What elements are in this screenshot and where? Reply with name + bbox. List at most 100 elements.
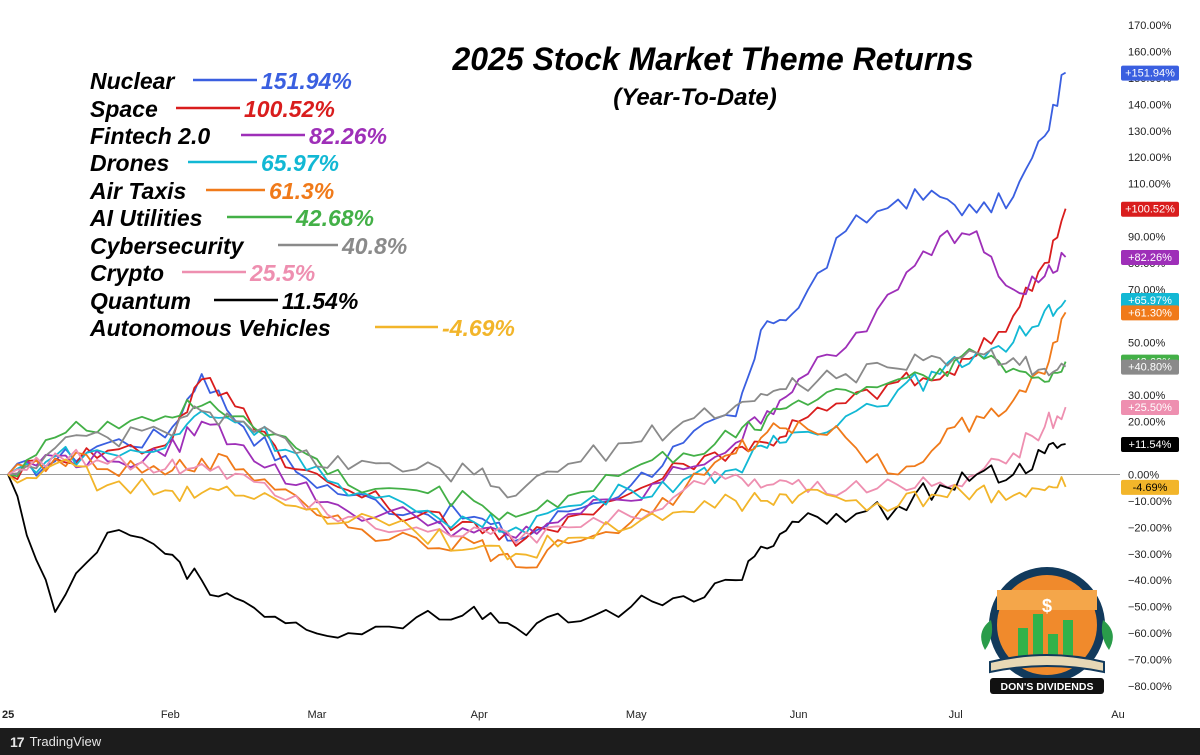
- series-line-air-taxis: [7, 311, 1067, 569]
- x-tick-label: Au: [1111, 709, 1124, 721]
- value-badge-text: +65.97%: [1128, 295, 1172, 307]
- y-tick-label: −70.00%: [1128, 655, 1172, 667]
- value-badge-text: +61.30%: [1128, 307, 1172, 319]
- value-badge: +82.26%: [1121, 249, 1179, 265]
- x-tick-label: Feb: [161, 709, 180, 721]
- value-badge-text: +151.94%: [1125, 68, 1175, 80]
- legend-value: 40.8%: [341, 233, 407, 259]
- logo-bar-2: [1033, 614, 1043, 660]
- logo-leaf-right-icon: [1101, 620, 1113, 650]
- x-tick-label: 25: [2, 709, 14, 721]
- legend-item: Cybersecurity 40.8%: [90, 233, 407, 259]
- y-tick-label: −80.00%: [1128, 681, 1172, 693]
- footer-bar: 17 TradingView: [0, 728, 1200, 755]
- logo-book-icon: [989, 654, 1105, 674]
- series-line-space: [7, 208, 1067, 547]
- logo-text: DON'S DIVIDENDS: [1001, 681, 1094, 693]
- series-line-quantum: [7, 441, 1066, 639]
- logo-bar-1: [1018, 628, 1028, 660]
- legend-value: 25.5%: [249, 260, 315, 286]
- x-tick-label: Mar: [307, 709, 326, 721]
- legend-value: 100.52%: [244, 96, 335, 122]
- y-tick-label: −50.00%: [1128, 602, 1172, 614]
- value-badge: +65.97%: [1121, 293, 1179, 309]
- logo-sky-band: [997, 590, 1097, 610]
- legend-value: 65.97%: [261, 150, 339, 176]
- legend-name: Quantum: [90, 288, 191, 314]
- y-tick-label: 20.00%: [1128, 417, 1166, 429]
- logo-bar-4: [1063, 620, 1073, 660]
- series-line-autonomous-vehicles: [7, 458, 1067, 561]
- legend: Nuclear 151.94% Space 100.52% Fintech 2.0 82.…: [89, 68, 515, 341]
- legend-item: Nuclear 151.94%: [90, 68, 352, 94]
- legend-name: Drones: [90, 150, 169, 176]
- legend-value: 61.3%: [269, 178, 334, 204]
- legend-name: Air Taxis: [89, 178, 186, 204]
- x-tick-label: Jul: [949, 709, 963, 721]
- value-badge: -4.69%: [1121, 479, 1179, 495]
- y-tick-label: −30.00%: [1128, 549, 1172, 561]
- y-tick-label: 120.00%: [1128, 152, 1172, 164]
- legend-name: Autonomous Vehicles: [89, 315, 331, 341]
- tradingview-logo-icon: 17: [10, 733, 25, 750]
- y-tick-label: 90.00%: [1128, 232, 1166, 244]
- chart-title: 2025 Stock Market Theme Returns: [451, 41, 973, 77]
- y-tick-label: 110.00%: [1128, 179, 1171, 191]
- y-tick-label: 130.00%: [1128, 126, 1172, 138]
- logo-banner: [990, 678, 1104, 694]
- y-tick-label: 170.00%: [1128, 20, 1172, 32]
- legend-name: Crypto: [90, 260, 164, 286]
- value-badge-text: +100.52%: [1125, 204, 1175, 216]
- value-badge-text: -4.69%: [1133, 482, 1168, 494]
- legend-value: -4.69%: [442, 315, 515, 341]
- x-tick-label: Apr: [471, 709, 488, 721]
- logo-bar-3: [1048, 634, 1058, 660]
- legend-name: Fintech 2.0: [90, 123, 210, 149]
- legend-value: 11.54%: [282, 288, 358, 314]
- legend-name: Space: [90, 96, 158, 122]
- legend-name: Cybersecurity: [90, 233, 245, 259]
- y-tick-label: 0.00%: [1128, 469, 1159, 481]
- x-tick-label: Jun: [790, 709, 808, 721]
- legend-item: Air Taxis 61.3%: [89, 178, 334, 204]
- legend-value: 82.26%: [309, 123, 387, 149]
- y-tick-label: −60.00%: [1128, 628, 1172, 640]
- y-tick-label: 50.00%: [1128, 337, 1166, 349]
- value-badge-text: +40.80%: [1128, 362, 1172, 374]
- value-badge: +40.80%: [1121, 359, 1179, 375]
- legend-item: Space 100.52%: [90, 96, 335, 122]
- legend-item: Quantum 11.54%: [90, 288, 358, 314]
- logo-dollar-symbol: $: [1042, 596, 1052, 616]
- legend-name: Nuclear: [90, 68, 175, 94]
- y-tick-label: −10.00%: [1128, 496, 1172, 508]
- y-tick-label: −20.00%: [1128, 522, 1172, 534]
- legend-value: 151.94%: [261, 68, 352, 94]
- value-badge-text: +82.26%: [1128, 252, 1172, 264]
- y-tick-label: 30.00%: [1128, 390, 1166, 402]
- legend-value: 42.68%: [295, 205, 374, 231]
- tradingview-label: TradingView: [29, 734, 102, 749]
- plot-background: [0, 0, 1110, 728]
- value-badge: +25.50%: [1121, 400, 1179, 416]
- y-tick-label: −40.00%: [1128, 575, 1172, 587]
- x-tick-label: May: [626, 709, 647, 721]
- legend-item: Fintech 2.0 82.26%: [90, 123, 387, 149]
- chart-subtitle: (Year-To-Date): [613, 84, 777, 111]
- value-badge: +100.52%: [1121, 201, 1179, 217]
- tradingview-brand[interactable]: 17 TradingView: [10, 734, 101, 750]
- logo-leaf-left-icon: [981, 620, 993, 650]
- series-line-nuclear: [7, 71, 1067, 542]
- value-badge-text: +11.54%: [1129, 439, 1172, 451]
- series-line-cybersecurity: [7, 348, 1067, 499]
- y-tick-label: 160.00%: [1128, 46, 1172, 58]
- legend-item: Autonomous Vehicles -4.69%: [89, 315, 515, 341]
- legend-item: AI Utilities 42.68%: [89, 205, 374, 231]
- dons-dividends-logo: $ DON'S DIVIDENDS: [981, 567, 1113, 694]
- legend-name: AI Utilities: [89, 205, 202, 231]
- value-badge-text: +25.50%: [1128, 402, 1172, 414]
- legend-item: Crypto 25.5%: [90, 260, 315, 286]
- legend-item: Drones 65.97%: [90, 150, 339, 176]
- value-badge: +151.94%: [1121, 65, 1179, 81]
